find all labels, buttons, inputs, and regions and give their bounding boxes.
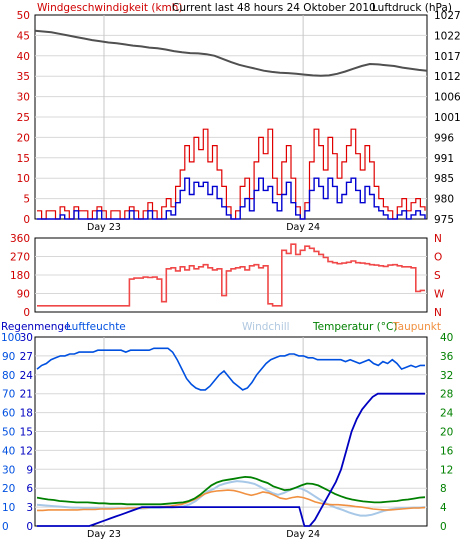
temperature-tick-label: 36 [440, 351, 454, 363]
wind-speed-tick-label: 30 [17, 92, 30, 104]
pressure-tick-label: 980 [434, 194, 454, 206]
wind-pressure-axes: 0 5 10 15 20 25 30 35 40 45 50 975 980 985 991 996 1001 1… [17, 10, 461, 233]
wind-speed-tick-label: 5 [23, 194, 30, 206]
temperature-tick-label: 40 [440, 332, 453, 344]
humidity-tick-label: 10 [2, 502, 15, 514]
direction-degree-tick-label: 0 [23, 307, 30, 319]
humidity-tick-label: 40 [2, 445, 15, 457]
wind-speed-tick-label: 35 [17, 71, 30, 83]
pressure-tick-label: 1027 [434, 10, 461, 22]
pressure-axis-title: Luftdruck (hPa) [372, 2, 452, 14]
temperature-tick-label: 0 [440, 521, 447, 533]
x-tick-label: Day 23 [87, 529, 121, 540]
temperature-tick-label: 20 [440, 427, 453, 439]
windchill-legend-title: Windchill [242, 321, 290, 333]
pressure-tick-label: 1017 [434, 51, 461, 63]
pressure-tick-label: 996 [434, 132, 454, 144]
temperature-tick-label: 8 [440, 483, 447, 495]
temperature-tick-label: 24 [440, 408, 454, 420]
wind-direction-series [37, 243, 425, 307]
wind-speed-tick-label: 45 [17, 30, 30, 42]
rain-amount-line [37, 392, 425, 527]
humidity-tick-label: 100 [1, 332, 21, 344]
x-tick-label: Day 24 [286, 529, 320, 540]
temperature-line [36, 475, 426, 506]
compass-direction-label: N [434, 307, 442, 319]
wind-speed-tick-label: 40 [17, 51, 30, 63]
rain-tick-label: 0 [26, 521, 33, 533]
humidity-tick-label: 80 [2, 370, 15, 382]
wind-speed-tick-label: 0 [23, 214, 30, 226]
dewpoint-legend-title: Taupunkt [392, 321, 441, 333]
compass-direction-label: N [434, 233, 442, 245]
pressure-tick-label: 975 [434, 214, 454, 226]
direction-degree-tick-label: 360 [10, 233, 30, 245]
temperature-axis-title: Temperatur (°C) [312, 321, 397, 333]
temperature-tick-label: 16 [440, 445, 454, 457]
wind-speed-tick-label: 50 [17, 10, 30, 22]
temperature-tick-label: 32 [440, 370, 453, 382]
rain-tick-label: 15 [20, 427, 33, 439]
direction-degree-tick-label: 180 [10, 270, 30, 282]
wind-direction-grid [35, 256, 427, 294]
rain-tick-label: 21 [20, 389, 33, 401]
wind-direction-line [37, 243, 425, 307]
humidity-tick-label: 0 [2, 521, 9, 533]
pressure-tick-label: 1001 [434, 112, 461, 124]
wind-pressure-series [34, 29, 428, 220]
compass-direction-label: O [434, 252, 442, 264]
rain-tick-label: 24 [20, 370, 34, 382]
pressure-line [34, 29, 428, 77]
humidity-line [36, 347, 425, 391]
pressure-tick-label: 991 [434, 153, 454, 165]
humidity-tick-label: 30 [2, 464, 15, 476]
rain-tick-label: 3 [26, 502, 33, 514]
dewpoint-line [37, 489, 426, 512]
wind-speed-tick-label: 10 [17, 173, 30, 185]
humidity-tick-label: 70 [2, 389, 15, 401]
wind-speed-tick-label: 20 [17, 132, 30, 144]
direction-degree-tick-label: 270 [10, 252, 30, 264]
humidity-axis-title: Luftfeuchte [66, 321, 126, 333]
x-tick-label: Day 23 [87, 222, 121, 233]
chart-title: Current last 48 hours 24 Oktober 2010 [172, 2, 376, 14]
pressure-tick-label: 985 [434, 173, 454, 185]
direction-degree-tick-label: 90 [17, 289, 30, 301]
wind-average-line [37, 177, 426, 220]
wind-pressure-grid [35, 15, 427, 219]
humidity-tick-label: 60 [2, 408, 15, 420]
wind-speed-tick-label: 25 [17, 112, 30, 124]
humidity-tick-label: 20 [2, 483, 15, 495]
rain-axis-title: Regenmenge [1, 321, 71, 333]
rain-tick-label: 30 [20, 332, 33, 344]
temperature-tick-label: 12 [440, 464, 453, 476]
humidity-tick-label: 90 [2, 351, 15, 363]
rain-tick-label: 18 [20, 408, 33, 420]
wind-gust-line [37, 128, 426, 220]
pressure-tick-label: 1022 [434, 30, 461, 42]
wind-speed-tick-label: 15 [17, 153, 30, 165]
temperature-tick-label: 4 [440, 502, 447, 514]
rain-tick-label: 27 [20, 351, 33, 363]
wind-speed-axis-title: Windgeschwindigkeit (kmh) [37, 2, 183, 14]
rain-humidity-temp-series [36, 347, 426, 527]
compass-direction-label: W [434, 289, 445, 301]
humidity-tick-label: 50 [2, 427, 15, 439]
x-tick-label: Day 24 [286, 222, 320, 233]
temperature-tick-label: 28 [440, 389, 453, 401]
rain-tick-label: 9 [26, 464, 33, 476]
rain-humidity-temp-grid [35, 337, 427, 526]
pressure-tick-label: 1012 [434, 71, 461, 83]
pressure-tick-label: 1006 [434, 92, 461, 104]
rain-tick-label: 6 [26, 483, 33, 495]
compass-direction-label: S [434, 270, 441, 282]
rain-tick-label: 12 [20, 445, 33, 457]
